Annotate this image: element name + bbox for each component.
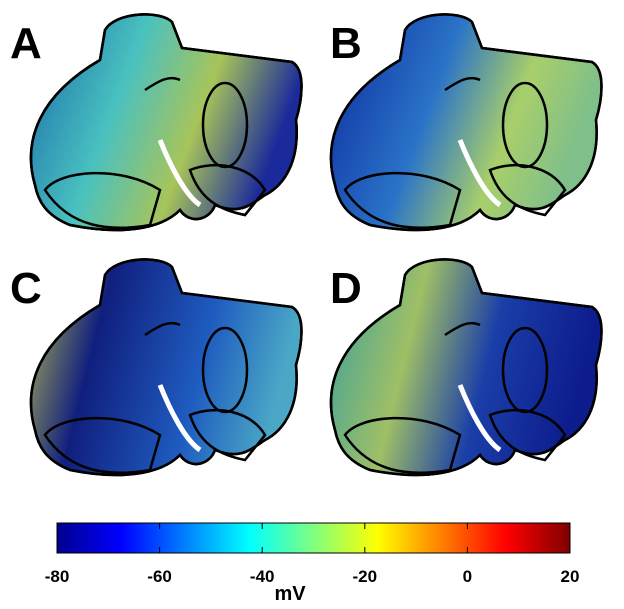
- colorbar: -80 -60 -40 -20 0 20: [45, 523, 580, 586]
- tick-label: -60: [147, 567, 172, 586]
- panel-label: A: [10, 19, 42, 68]
- panel-a: A: [10, 14, 302, 230]
- tick-label: -80: [45, 567, 70, 586]
- colorbar-label: mV: [274, 583, 306, 605]
- tick-label: -40: [250, 567, 275, 586]
- panel-c: C: [10, 259, 302, 475]
- panel-label: D: [330, 264, 362, 313]
- tick-label: 20: [561, 567, 580, 586]
- panel-d: D: [330, 259, 602, 475]
- tick-label: -20: [353, 567, 378, 586]
- panel-label: C: [10, 264, 42, 313]
- colorbar-fill: [57, 523, 570, 553]
- tick-label: 0: [463, 567, 472, 586]
- figure: A B C D -80 -60 -40 -20 0 20 mV: [0, 0, 624, 609]
- panel-label: B: [330, 19, 362, 68]
- panel-b: B: [330, 14, 602, 230]
